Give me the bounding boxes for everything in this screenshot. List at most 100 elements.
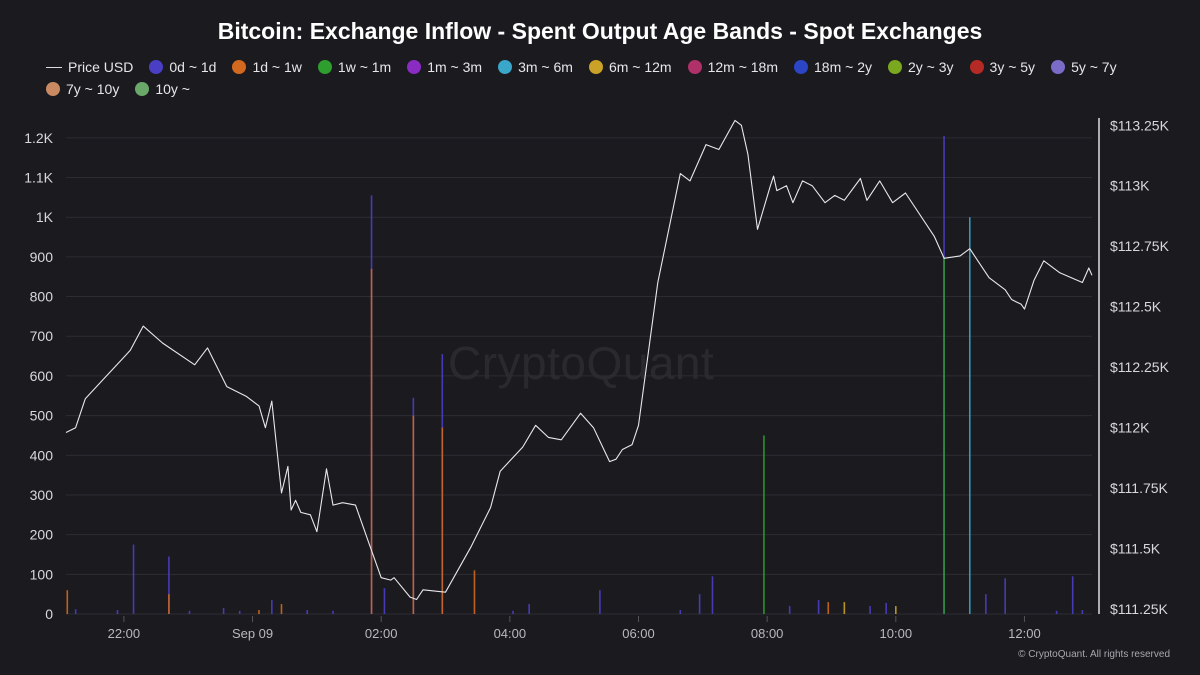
inflow-bar: [280, 604, 283, 614]
legend-dot-icon: [588, 60, 603, 74]
right-tick-label: $111.75K: [1110, 480, 1169, 496]
legend-item[interactable]: 12m ~ 18m: [687, 58, 779, 76]
inflow-bar: [332, 610, 334, 614]
inflow-bar: [968, 217, 971, 614]
legend-item[interactable]: 2y ~ 3y: [888, 58, 954, 76]
legend-dot-icon: [232, 60, 247, 74]
left-tick-label: 600: [30, 368, 54, 384]
left-tick-label: 700: [30, 328, 54, 344]
grid-lines: [66, 137, 1092, 615]
legend-line-icon: [46, 66, 62, 68]
inflow-bar: [1071, 576, 1074, 614]
legend-item[interactable]: 10y ~: [135, 80, 190, 98]
legend-item[interactable]: 7y ~ 10y: [46, 80, 119, 98]
x-tick-label: Sep 09: [232, 626, 273, 641]
legend-label: 10y ~: [155, 81, 190, 97]
legend-label: 1m ~ 3m: [427, 59, 483, 75]
right-tick-label: $112.25K: [1110, 359, 1170, 375]
price-line: [65, 119, 1093, 601]
inflow-bar: [698, 594, 701, 614]
legend-dot-icon: [317, 60, 332, 74]
right-tick-label: $113K: [1110, 178, 1150, 194]
legend-dot-icon: [687, 60, 702, 74]
legend-item[interactable]: 3m ~ 6m: [498, 58, 573, 76]
right-tick-label: $111.5K: [1110, 541, 1161, 557]
inflow-bar: [763, 435, 765, 614]
legend-label: 3y ~ 5y: [989, 59, 1036, 75]
legend-item[interactable]: 18m ~ 2y: [794, 58, 872, 76]
legend: Price USD 0d ~ 1d 1d ~ 1w 1w ~ 1m 1m ~ 3m 3m …: [46, 58, 1166, 98]
right-tick-label: $112K: [1110, 420, 1150, 436]
left-tick-label: 500: [30, 408, 54, 424]
inflow-bar: [885, 602, 887, 614]
inflow-bar: [985, 594, 987, 614]
legend-dot-icon: [794, 60, 809, 74]
legend-item[interactable]: 3y ~ 5y: [969, 58, 1036, 76]
legend-dot-icon: [498, 60, 513, 74]
legend-dot-icon: [888, 60, 902, 74]
inflow-bar: [116, 610, 119, 614]
x-tick-label: 08:00: [751, 626, 784, 641]
inflow-bar: [370, 268, 373, 614]
legend-label: 12m ~ 18m: [707, 59, 779, 75]
inflow-bar: [895, 606, 897, 614]
inflow-bar: [222, 608, 225, 614]
right-tick-label: $112.5K: [1110, 299, 1162, 315]
x-tick-label: 10:00: [880, 626, 913, 641]
inflow-bar: [599, 590, 601, 614]
inflow-bar: [238, 610, 241, 614]
inflow-bar: [711, 576, 714, 614]
legend-item[interactable]: 1m ~ 3m: [407, 58, 482, 76]
x-tick-label: 22:00: [108, 626, 141, 641]
legend-item[interactable]: 0d ~ 1d: [149, 58, 216, 76]
legend-item[interactable]: 6m ~ 12m: [588, 58, 672, 76]
inflow-bar: [412, 415, 415, 614]
inflow-bars: [66, 135, 1084, 614]
legend-item[interactable]: Price USD: [46, 58, 133, 76]
inflow-bar: [1004, 578, 1006, 614]
legend-dot-icon: [407, 60, 422, 74]
legend-item[interactable]: 1w ~ 1m: [317, 58, 392, 76]
legend-dot-icon: [46, 82, 60, 96]
legend-item[interactable]: 5y ~ 7y: [1051, 58, 1117, 76]
inflow-bar: [869, 606, 871, 614]
legend-dot-icon: [1051, 60, 1066, 74]
inflow-bar: [188, 610, 191, 614]
inflow-bar: [788, 606, 791, 614]
inflow-bar: [441, 427, 444, 614]
inflow-bar: [512, 610, 514, 614]
x-tick-label: 04:00: [494, 626, 527, 641]
right-tick-label: $112.75K: [1110, 238, 1170, 254]
inflow-bar: [843, 602, 846, 614]
inflow-bar: [827, 602, 830, 614]
axes: 0 100 200 300 400 500 600 700 800 900 1K 1.1K 1.2K $1…: [24, 117, 1169, 641]
legend-label: 18m ~ 2y: [814, 59, 872, 75]
legend-label: 7y ~ 10y: [66, 81, 120, 97]
legend-label: 5y ~ 7y: [1071, 59, 1117, 75]
legend-label: 1d ~ 1w: [252, 59, 302, 75]
legend-label: 1w ~ 1m: [337, 59, 392, 75]
inflow-bar: [383, 588, 386, 614]
legend-label: 2y ~ 3y: [908, 59, 954, 75]
chart-title: Bitcoin: Exchange Inflow - Spent Output …: [217, 18, 983, 44]
legend-item[interactable]: 1d ~ 1w: [232, 58, 302, 76]
legend-label: 6m ~ 12m: [608, 59, 672, 75]
inflow-bar: [168, 594, 170, 614]
left-tick-label: 400: [30, 447, 54, 463]
left-tick-label: 0: [45, 606, 53, 622]
left-tick-label: 300: [30, 487, 54, 503]
inflow-bar: [473, 570, 476, 614]
inflow-bar: [74, 609, 77, 614]
left-tick-label: 200: [30, 527, 54, 543]
left-tick-label: 100: [30, 566, 54, 582]
left-tick-label: 800: [30, 289, 54, 305]
legend-label: Price USD: [68, 59, 134, 75]
left-tick-label: 1.1K: [24, 170, 53, 186]
inflow-bar: [528, 604, 530, 614]
left-tick-label: 900: [30, 249, 54, 265]
inflow-bar: [168, 556, 170, 614]
legend-dot-icon: [969, 60, 984, 74]
left-tick-label: 1K: [36, 209, 54, 225]
x-tick-label: 02:00: [365, 626, 398, 641]
